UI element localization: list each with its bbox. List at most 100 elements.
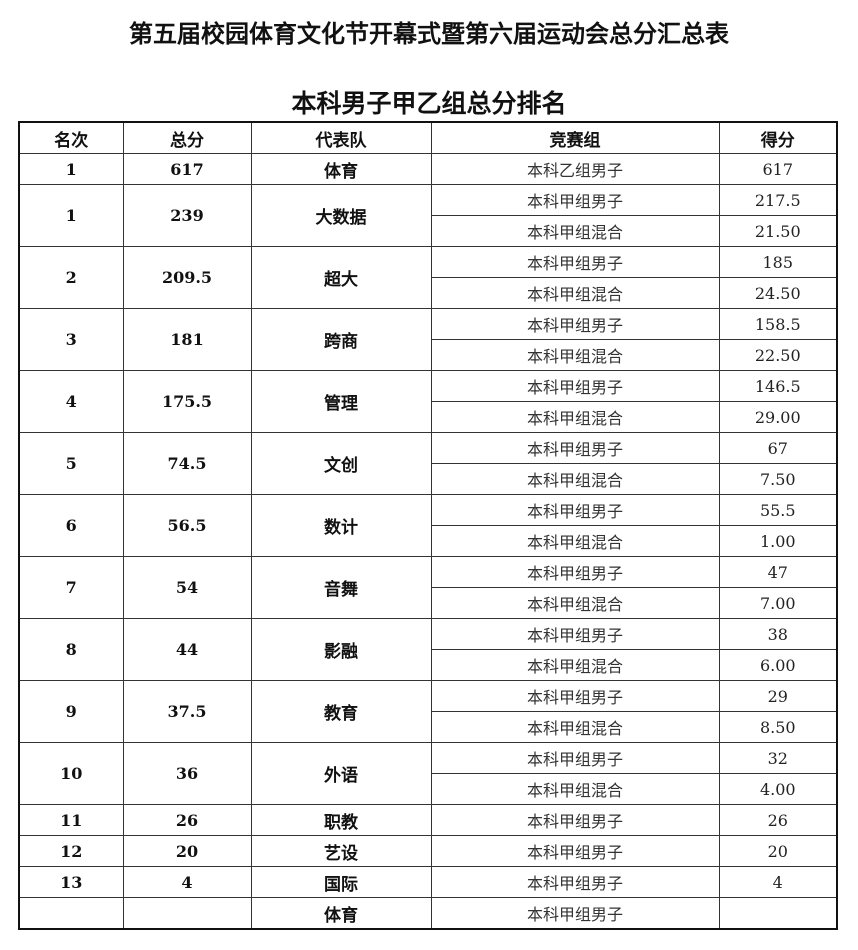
team-cell: 管理 (250, 370, 432, 433)
score-cell: 7.50 (718, 463, 838, 495)
table-row: 4 175.5 管理 本科甲组男子 146.5 (18, 370, 838, 433)
score-cell: 21.50 (718, 215, 838, 247)
group-cell: 本科甲组男子 (430, 370, 720, 402)
group-cell: 本科甲组混合 (430, 277, 720, 309)
table-row: 本科甲组混合 29.00 (19, 401, 838, 433)
total-cell: 36 (122, 742, 252, 805)
total-cell: 20 (122, 835, 252, 867)
score-cell: 8.50 (718, 711, 838, 743)
group-cell: 本科甲组男子 (430, 556, 720, 588)
table-row: 6 56.5 数计 本科甲组男子 55.5 (18, 494, 838, 557)
group-cell: 本科甲组男子 (430, 494, 720, 526)
group-cell: 本科甲组男子 (430, 835, 720, 867)
header-rank: 名次 (18, 121, 124, 154)
team-cell: 大数据 (250, 184, 432, 247)
group-cell: 本科甲组混合 (430, 587, 720, 619)
table-row: 本科甲组混合 21.50 (19, 215, 838, 247)
table-row: 13 4 国际 本科甲组男子 4 (18, 866, 838, 898)
team-cell: 外语 (250, 742, 432, 805)
team-cell: 体育 (250, 153, 432, 185)
group-cell: 本科乙组男子 (430, 153, 720, 185)
group-cell: 本科甲组男子 (430, 804, 720, 836)
score-cell: 47 (718, 556, 838, 588)
table-row: 本科甲组混合 7.00 (19, 587, 838, 619)
table-row: 5 74.5 文创 本科甲组男子 67 (18, 432, 838, 495)
group-cell: 本科甲组男子 (430, 432, 720, 464)
score-cell: 185 (718, 246, 838, 278)
group-cell: 本科甲组男子 (430, 742, 720, 774)
score-cell: 4 (718, 866, 838, 898)
rank-cell: 5 (18, 432, 124, 495)
score-cell: 29 (718, 680, 838, 712)
rank-cell: 12 (18, 835, 124, 867)
table-row: 本科甲组混合 22.50 (19, 339, 838, 371)
header-score: 得分 (718, 121, 838, 154)
group-cell: 本科甲组混合 (430, 773, 720, 805)
group-cell: 本科甲组男子 (430, 897, 720, 930)
table-row: 3 181 跨商 本科甲组男子 158.5 (18, 308, 838, 371)
score-cell: 617 (718, 153, 838, 185)
rank-cell: 6 (18, 494, 124, 557)
total-cell: 54 (122, 556, 252, 619)
rank-cell: 9 (18, 680, 124, 743)
score-cell: 146.5 (718, 370, 838, 402)
score-cell: 6.00 (718, 649, 838, 681)
score-cell (718, 897, 838, 930)
total-cell: 26 (122, 804, 252, 836)
group-cell: 本科甲组混合 (430, 525, 720, 557)
rank-cell (18, 897, 124, 930)
total-cell: 175.5 (122, 370, 252, 433)
table-row: 本科甲组混合 6.00 (19, 649, 838, 681)
team-cell: 影融 (250, 618, 432, 681)
table-row: 7 54 音舞 本科甲组男子 47 (18, 556, 838, 619)
group-cell: 本科甲组混合 (430, 401, 720, 433)
group-cell: 本科甲组男子 (430, 184, 720, 216)
header-group: 竞赛组 (430, 121, 720, 154)
score-cell: 4.00 (718, 773, 838, 805)
total-cell: 239 (122, 184, 252, 247)
rank-cell: 7 (18, 556, 124, 619)
total-cell: 37.5 (122, 680, 252, 743)
rank-cell: 8 (18, 618, 124, 681)
group-cell: 本科甲组男子 (430, 618, 720, 650)
total-cell (122, 897, 252, 930)
team-cell: 职教 (250, 804, 432, 836)
table-row: 8 44 影融 本科甲组男子 38 (18, 618, 838, 681)
score-cell: 20 (718, 835, 838, 867)
total-cell: 74.5 (122, 432, 252, 495)
total-cell: 181 (122, 308, 252, 371)
table-row: 11 26 职教 本科甲组男子 26 (18, 804, 838, 836)
score-cell: 55.5 (718, 494, 838, 526)
rank-cell: 11 (18, 804, 124, 836)
team-cell: 超大 (250, 246, 432, 309)
header-total: 总分 (122, 121, 252, 154)
rank-cell: 1 (18, 153, 124, 185)
header-team: 代表队 (250, 121, 432, 154)
team-cell: 教育 (250, 680, 432, 743)
table-subtitle: 本科男子甲乙组总分排名 (291, 89, 567, 118)
group-cell: 本科甲组混合 (430, 215, 720, 247)
score-cell: 24.50 (718, 277, 838, 309)
score-cell: 7.00 (718, 587, 838, 619)
table-row: 本科甲组混合 8.50 (19, 711, 838, 743)
team-cell: 体育 (250, 897, 432, 930)
team-cell: 音舞 (250, 556, 432, 619)
score-cell: 29.00 (718, 401, 838, 433)
rank-cell: 2 (18, 246, 124, 309)
table-row: 2 209.5 超大 本科甲组男子 185 (18, 246, 838, 309)
table-row: 10 36 外语 本科甲组男子 32 (18, 742, 838, 805)
group-cell: 本科甲组混合 (430, 649, 720, 681)
total-cell: 209.5 (122, 246, 252, 309)
group-cell: 本科甲组混合 (430, 463, 720, 495)
table-row: 9 37.5 教育 本科甲组男子 29 (18, 680, 838, 743)
table-row: 12 20 艺设 本科甲组男子 20 (18, 835, 838, 867)
group-cell: 本科甲组混合 (430, 339, 720, 371)
score-cell: 67 (718, 432, 838, 464)
team-cell: 国际 (250, 866, 432, 898)
team-cell: 艺设 (250, 835, 432, 867)
group-cell: 本科甲组男子 (430, 246, 720, 278)
total-cell: 617 (122, 153, 252, 185)
team-cell: 文创 (250, 432, 432, 495)
table-row: 本科甲组混合 7.50 (19, 463, 838, 495)
rank-cell: 4 (18, 370, 124, 433)
